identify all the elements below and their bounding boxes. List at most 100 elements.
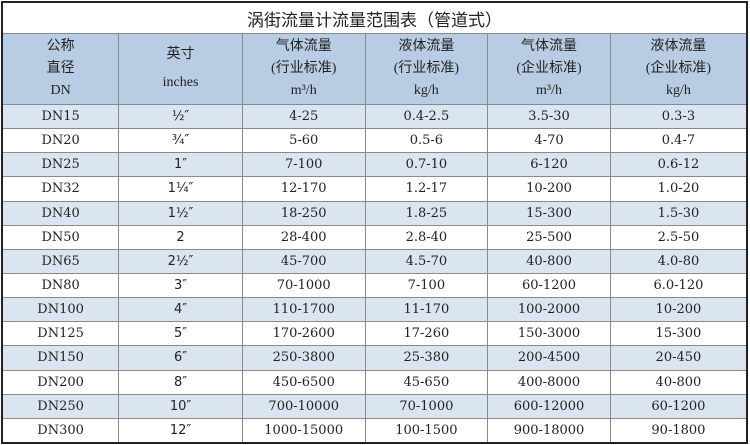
table-cell: DN40	[1, 200, 120, 226]
column-header: 气体流量 (行业标准) m³/h	[241, 33, 366, 105]
table-cell: 1.8-25	[364, 200, 489, 226]
table-cell: DN150	[1, 345, 120, 371]
table-cell: 7-100	[241, 152, 366, 178]
column-header: 液体流量 (行业标准) kg/h	[364, 33, 489, 105]
table-cell: 70-1000	[241, 272, 366, 299]
table-cell: 900-18000	[487, 417, 611, 444]
table-cell: 0.4-7	[609, 128, 748, 154]
table-cell: DN300	[1, 417, 120, 444]
table-cell: 10-200	[487, 176, 611, 202]
table-row: DN15 ½″ 4-25 0.4-2.5 3.5-30 0.3-3	[1, 103, 748, 130]
table-cell: DN25	[1, 152, 120, 178]
table-cell: DN15	[1, 103, 120, 130]
table-cell: DN200	[1, 369, 120, 395]
table-cell: 100-1500	[364, 417, 489, 444]
table-cell: 6.0-120	[609, 272, 748, 299]
table-cell: 7-100	[364, 272, 489, 299]
header-line: (行业标准)	[393, 61, 460, 76]
table-cell: 400-8000	[487, 369, 611, 395]
column-header: 气体流量 (企业标准) m³/h	[487, 33, 611, 105]
table-cell: 28-400	[241, 224, 366, 250]
table-cell: 10″	[118, 393, 243, 419]
table-cell: 45-650	[364, 369, 489, 395]
table-cell: 45-700	[241, 248, 366, 274]
table-row: DN250 10″ 700-10000 70-1000 600-12000 60-1200	[1, 393, 748, 419]
table-cell: 4″	[118, 297, 243, 323]
table-cell: DN20	[1, 128, 120, 154]
table-cell: 2.5-50	[609, 224, 748, 250]
table-cell: 600-12000	[487, 393, 611, 419]
table-row: DN150 6″ 250-3800 25-380 200-4500 20-450	[1, 345, 748, 371]
table-cell: 6″	[118, 345, 243, 371]
table-cell: 6-120	[487, 152, 611, 178]
header-line: kg/h	[665, 83, 691, 98]
header-line: 液体流量	[398, 39, 455, 54]
table-cell: 12″	[118, 417, 243, 444]
column-header: 公称 直径 DN	[1, 33, 120, 105]
header-line: 液体流量	[650, 39, 707, 54]
table-cell: 11-170	[364, 297, 489, 323]
table-cell: 110-1700	[241, 297, 366, 323]
header-line: 英寸	[166, 47, 195, 62]
header-line: 气体流量	[275, 39, 332, 54]
table-row: DN300 12″ 1000-15000 100-1500 900-18000 90-18…	[1, 417, 748, 444]
table-cell: 3″	[118, 272, 243, 299]
header-line: kg/h	[413, 83, 439, 98]
table-row: DN200 8″ 450-6500 45-650 400-8000 40-800	[1, 369, 748, 395]
header-line: DN	[50, 83, 71, 98]
table-cell: 450-6500	[241, 369, 366, 395]
table-cell: 60-1200	[609, 393, 748, 419]
table-cell: 4.0-80	[609, 248, 748, 274]
table-cell: ¾″	[118, 128, 243, 154]
table-cell: 700-10000	[241, 393, 366, 419]
table-cell: 0.3-3	[609, 103, 748, 130]
table-cell: 1½″	[118, 200, 243, 226]
table-cell: 8″	[118, 369, 243, 395]
table-title: 涡街流量计流量范围表（管道式）	[1, 1, 748, 34]
table-cell: 0.4-2.5	[364, 103, 489, 130]
table-cell: 40-800	[487, 248, 611, 274]
table-cell: 1.5-30	[609, 200, 748, 226]
header-line: (行业标准)	[271, 61, 337, 76]
table-cell: 25-500	[487, 224, 611, 250]
table-row: DN125 5″ 170-2600 17-260 150-3000 15-300	[1, 321, 748, 347]
table-cell: 0.7-10	[364, 152, 489, 178]
table-cell: DN250	[1, 393, 120, 419]
table-cell: 100-2000	[487, 297, 611, 323]
table-row: DN100 4″ 110-1700 11-170 100-2000 10-200	[1, 297, 748, 323]
table-row: DN25 1″ 7-100 0.7-10 6-120 0.6-12	[1, 152, 748, 178]
table-row: DN40 1½″ 18-250 1.8-25 15-300 1.5-30	[1, 200, 748, 226]
table-cell: DN80	[1, 272, 120, 299]
table-cell: 1.2-17	[364, 176, 489, 202]
column-header: 液体流量 (企业标准) kg/h	[609, 33, 748, 105]
table-row: DN80 3″ 70-1000 7-100 60-1200 6.0-120	[1, 272, 748, 299]
header-line: (企业标准)	[516, 61, 582, 76]
table-cell: 12-170	[241, 176, 366, 202]
table-cell: 4-25	[241, 103, 366, 130]
table-cell: 5-60	[241, 128, 366, 154]
table-cell: 4.5-70	[364, 248, 489, 274]
table-cell: 17-260	[364, 321, 489, 347]
header-row: 公称 直径 DN 英寸 inches 气体流量 (行业标准) m³/h 液体流量 (行业标准) kg…	[1, 33, 748, 105]
table-cell: 200-4500	[487, 345, 611, 371]
table-cell: 170-2600	[241, 321, 366, 347]
table-cell: 1000-15000	[241, 417, 366, 444]
table-cell: DN32	[1, 176, 120, 202]
table-cell: DN125	[1, 321, 120, 347]
table-cell: 90-1800	[609, 417, 748, 444]
header-line: inches	[162, 75, 199, 90]
table-cell: 1″	[118, 152, 243, 178]
table-cell: 150-3000	[487, 321, 611, 347]
table-cell: 18-250	[241, 200, 366, 226]
table-cell: 3.5-30	[487, 103, 611, 130]
table-cell: 15-300	[609, 321, 748, 347]
table-cell: 10-200	[609, 297, 748, 323]
table-row: DN50 2 28-400 2.8-40 25-500 2.5-50	[1, 224, 748, 250]
column-header: 英寸 inches	[118, 33, 243, 105]
header-line: 公称	[46, 39, 75, 54]
table-cell: 1.0-20	[609, 176, 748, 202]
table-cell: 40-800	[609, 369, 748, 395]
table-cell: 2½″	[118, 248, 243, 274]
table-cell: 1¼″	[118, 176, 243, 202]
